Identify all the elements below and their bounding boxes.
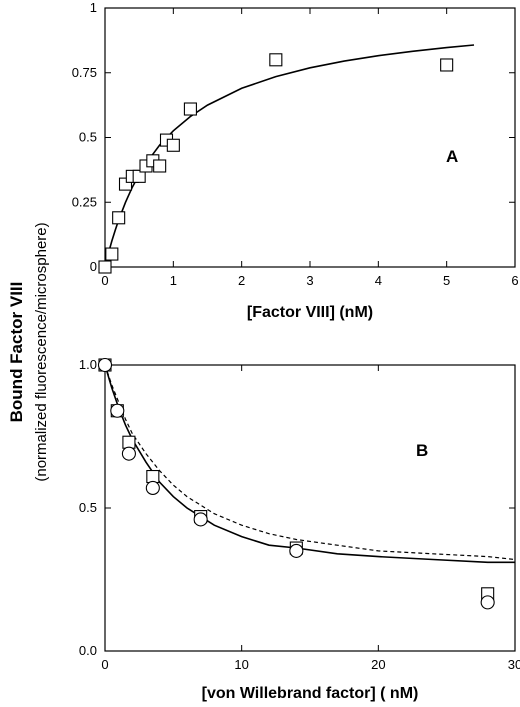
panel-b-lines <box>104 364 516 564</box>
square-data-point <box>112 211 126 225</box>
y-tick-label: 0 <box>90 259 97 274</box>
panel-a-points <box>98 53 454 274</box>
circle-data-point <box>480 595 495 610</box>
y-tick-label: 0.5 <box>79 130 97 145</box>
solid-fit-curve <box>104 364 515 564</box>
y-tick-label: 0.0 <box>79 643 97 658</box>
x-tick-label: 20 <box>371 657 385 672</box>
x-tick-label: 10 <box>234 657 248 672</box>
panel-a-ticks: 0 1 2 3 4 5 6 0 0.25 0.5 0.75 1 <box>72 0 519 288</box>
panel-a-lines <box>107 44 475 254</box>
y-tick-label: 1 <box>90 0 97 15</box>
square-data-point <box>132 169 146 183</box>
panel-a-x-axis-title: [Factor VIII] (nM) <box>247 304 373 321</box>
y-tick-label: 0.25 <box>72 194 97 209</box>
square-data-point <box>166 138 180 152</box>
x-tick-label: 0 <box>101 273 108 288</box>
y-tick-label: 0.75 <box>72 65 97 80</box>
circle-data-point <box>121 446 136 461</box>
x-tick-label: 4 <box>375 273 382 288</box>
x-tick-label: 6 <box>511 273 518 288</box>
circle-data-point <box>193 512 208 527</box>
circle-data-point <box>110 403 125 418</box>
panel-b-ticks: 0 10 20 30 0.0 0.5 1.0 <box>79 357 520 672</box>
y-axis-title: Bound Factor VIII <box>7 282 26 423</box>
square-data-point <box>183 102 197 116</box>
panel-b-points <box>97 357 495 610</box>
x-tick-label: 2 <box>238 273 245 288</box>
y-tick-label: 1.0 <box>79 357 97 372</box>
square-data-point <box>269 53 283 67</box>
square-data-point <box>146 469 160 484</box>
panel-b-label: B <box>416 441 428 460</box>
y-tick-label: 0.5 <box>79 500 97 515</box>
panel-a-label: A <box>446 147 458 166</box>
y-axis-title-group: Bound Factor VIII (normalized fluorescen… <box>7 222 50 481</box>
x-tick-label: 5 <box>443 273 450 288</box>
dashed-fit-curve <box>104 364 516 561</box>
x-tick-label: 3 <box>306 273 313 288</box>
square-data-point <box>122 435 136 449</box>
circle-data-point <box>289 543 304 558</box>
chart-panel-a: 0 1 2 3 4 5 6 0 0.25 0.5 0.75 1 A [Factor VIII] (nM… <box>72 0 519 321</box>
square-data-point <box>153 159 167 173</box>
circle-data-point <box>97 357 113 373</box>
square-data-point <box>98 260 112 274</box>
square-data-point <box>440 58 454 72</box>
panel-b-x-axis-title: [von Willebrand factor] ( nM) <box>202 685 419 702</box>
chart-panel-b: 0 10 20 30 0.0 0.5 1.0 B [von Willebrand facto… <box>79 357 520 702</box>
square-data-point <box>105 247 119 261</box>
x-tick-label: 30 <box>508 657 520 672</box>
circle-data-point <box>145 480 160 496</box>
y-axis-subtitle: (normalized fluorescence/microsphere) <box>33 222 50 481</box>
solid-fit-curve <box>107 44 475 254</box>
panel-b-frame <box>104 364 516 652</box>
x-tick-label: 0 <box>101 657 108 672</box>
x-tick-label: 1 <box>170 273 177 288</box>
